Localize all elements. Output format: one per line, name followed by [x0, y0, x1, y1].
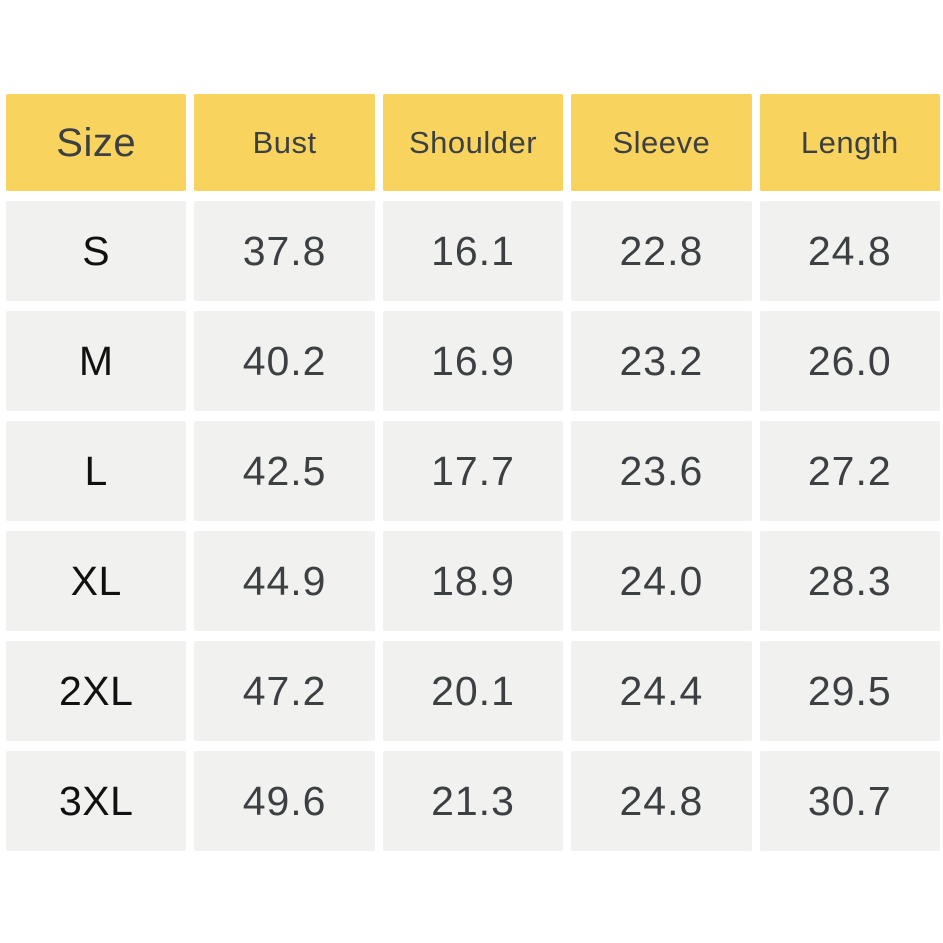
value-cell-s-sleeve: 22.8: [571, 201, 752, 301]
value-cell-l-length: 27.2: [759, 421, 940, 521]
size-table: Size Bust Shoulder Sleeve Length S 37.8 …: [6, 94, 940, 851]
size-cell-xl: XL: [6, 531, 187, 631]
size-cell-2xl: 2XL: [6, 641, 187, 741]
size-cell-l: L: [6, 421, 187, 521]
value-cell-l-shoulder: 17.7: [382, 421, 564, 521]
value-cell-3xl-bust: 49.6: [194, 751, 375, 851]
header-cell-shoulder: Shoulder: [382, 94, 564, 191]
value-cell-3xl-sleeve: 24.8: [571, 751, 752, 851]
header-cell-bust: Bust: [194, 94, 375, 191]
header-cell-size: Size: [6, 94, 187, 191]
value-cell-s-length: 24.8: [759, 201, 940, 301]
value-cell-2xl-sleeve: 24.4: [571, 641, 752, 741]
value-cell-2xl-shoulder: 20.1: [382, 641, 564, 741]
value-cell-m-sleeve: 23.2: [571, 311, 752, 411]
value-cell-s-shoulder: 16.1: [382, 201, 564, 301]
value-cell-3xl-shoulder: 21.3: [382, 751, 564, 851]
value-cell-3xl-length: 30.7: [759, 751, 940, 851]
size-cell-3xl: 3XL: [6, 751, 187, 851]
value-cell-m-length: 26.0: [759, 311, 940, 411]
value-cell-s-bust: 37.8: [194, 201, 375, 301]
value-cell-xl-shoulder: 18.9: [382, 531, 564, 631]
value-cell-xl-sleeve: 24.0: [571, 531, 752, 631]
value-cell-xl-length: 28.3: [759, 531, 940, 631]
value-cell-l-sleeve: 23.6: [571, 421, 752, 521]
value-cell-l-bust: 42.5: [194, 421, 375, 521]
size-cell-s: S: [6, 201, 187, 301]
header-cell-length: Length: [759, 94, 940, 191]
header-cell-sleeve: Sleeve: [571, 94, 752, 191]
value-cell-m-shoulder: 16.9: [382, 311, 564, 411]
value-cell-2xl-length: 29.5: [759, 641, 940, 741]
value-cell-2xl-bust: 47.2: [194, 641, 375, 741]
value-cell-m-bust: 40.2: [194, 311, 375, 411]
value-cell-xl-bust: 44.9: [194, 531, 375, 631]
size-cell-m: M: [6, 311, 187, 411]
